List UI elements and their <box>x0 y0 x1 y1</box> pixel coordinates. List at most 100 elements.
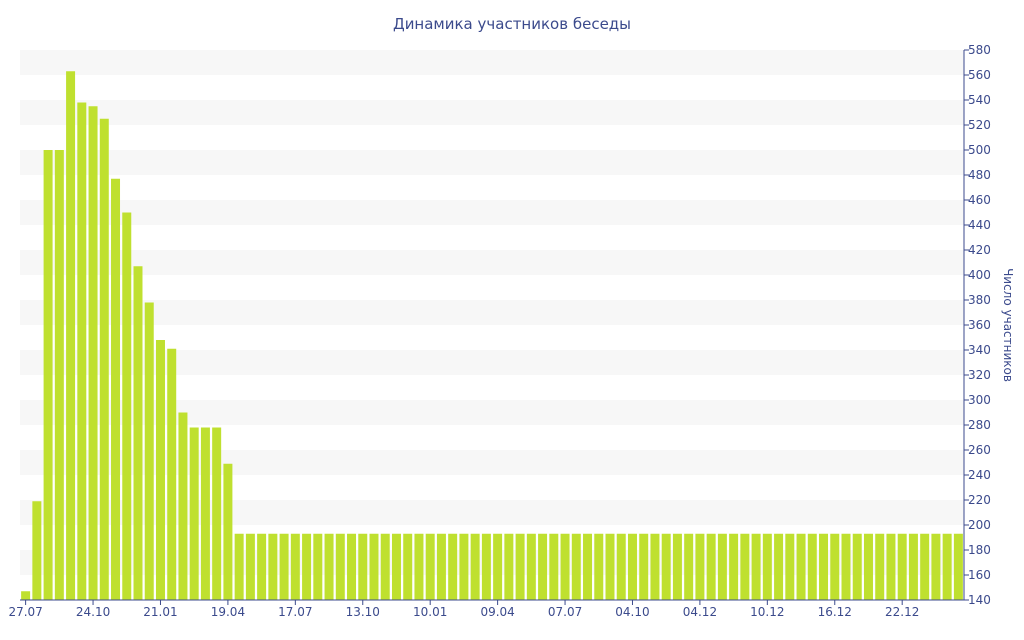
y-tick-label: 520 <box>968 118 991 132</box>
bar <box>436 533 446 600</box>
bar <box>234 533 244 600</box>
bar <box>358 533 368 600</box>
bar <box>908 533 918 600</box>
bar <box>459 533 469 600</box>
bar <box>347 533 357 600</box>
bar <box>324 533 334 600</box>
y-tick-label: 460 <box>968 193 991 207</box>
y-tick-label: 340 <box>968 343 991 357</box>
bar <box>133 266 143 600</box>
y-tick-label: 240 <box>968 468 991 482</box>
y-axis-label: Число участников <box>1001 268 1015 382</box>
y-tick-label: 260 <box>968 443 991 457</box>
bar <box>627 533 637 600</box>
bar <box>942 533 952 600</box>
bar <box>538 533 548 600</box>
x-tick-label: 17.07 <box>278 605 312 619</box>
bar <box>369 533 379 600</box>
y-tick-label: 280 <box>968 418 991 432</box>
bar <box>200 427 210 600</box>
bar <box>122 212 132 600</box>
y-tick-label: 540 <box>968 93 991 107</box>
y-tick-label: 220 <box>968 493 991 507</box>
bar <box>549 533 559 600</box>
bar <box>875 533 885 600</box>
bar <box>32 501 42 600</box>
bar <box>448 533 458 600</box>
bar <box>504 533 514 600</box>
x-tick-label: 27.07 <box>8 605 42 619</box>
bar <box>863 533 873 600</box>
y-tick-label: 560 <box>968 68 991 82</box>
y-tick-label: 420 <box>968 243 991 257</box>
x-tick-label: 21.01 <box>143 605 177 619</box>
grid-band <box>20 150 964 175</box>
bar <box>605 533 615 600</box>
bar <box>830 533 840 600</box>
bar <box>88 106 98 600</box>
bar <box>672 533 682 600</box>
grid-band <box>20 500 964 525</box>
grid-band <box>20 350 964 375</box>
x-tick-label: 04.10 <box>615 605 649 619</box>
bar <box>515 533 525 600</box>
grid-band <box>20 300 964 325</box>
bar <box>740 533 750 600</box>
x-tick-label: 16.12 <box>818 605 852 619</box>
bar <box>931 533 941 600</box>
bar <box>560 533 570 600</box>
bar <box>650 533 660 600</box>
bars <box>21 71 963 600</box>
bar <box>571 533 581 600</box>
bar <box>403 533 413 600</box>
bar <box>212 427 222 600</box>
y-tick-label: 140 <box>968 593 991 607</box>
bar <box>583 533 593 600</box>
grid-band <box>20 200 964 225</box>
y-tick-label: 580 <box>968 43 991 57</box>
bar <box>257 533 267 600</box>
grid-band <box>20 400 964 425</box>
bar <box>661 533 671 600</box>
grid-band <box>20 250 964 275</box>
bar <box>302 533 312 600</box>
bar <box>77 102 87 600</box>
bar <box>594 533 604 600</box>
bar <box>223 463 233 600</box>
bar <box>774 533 784 600</box>
x-tick-label: 22.12 <box>885 605 919 619</box>
bar <box>313 533 323 600</box>
bar <box>796 533 806 600</box>
chart-title: Динамика участников беседы <box>393 15 631 33</box>
bar <box>290 533 300 600</box>
y-tick-label: 200 <box>968 518 991 532</box>
bar <box>167 348 177 600</box>
bar <box>706 533 716 600</box>
bar <box>111 178 121 600</box>
bar <box>819 533 829 600</box>
bar <box>751 533 761 600</box>
bar <box>616 533 626 600</box>
grid-band <box>20 100 964 125</box>
y-tick-label: 380 <box>968 293 991 307</box>
bar <box>470 533 480 600</box>
y-tick-label: 480 <box>968 168 991 182</box>
bar <box>807 533 817 600</box>
grid-band <box>20 450 964 475</box>
bar <box>785 533 795 600</box>
bar <box>245 533 255 600</box>
x-tick-label: 07.07 <box>548 605 582 619</box>
bar <box>695 533 705 600</box>
bar <box>414 533 424 600</box>
bar <box>391 533 401 600</box>
bar <box>144 302 154 600</box>
y-axis-ticks: 140 160 180 200 220 240 260 280 300 320 340 360 380 4… <box>964 43 991 607</box>
bar <box>717 533 727 600</box>
bar <box>481 533 491 600</box>
bar <box>425 533 435 600</box>
bar <box>920 533 930 600</box>
bar <box>526 533 536 600</box>
grid-band <box>20 550 964 575</box>
y-tick-label: 320 <box>968 368 991 382</box>
